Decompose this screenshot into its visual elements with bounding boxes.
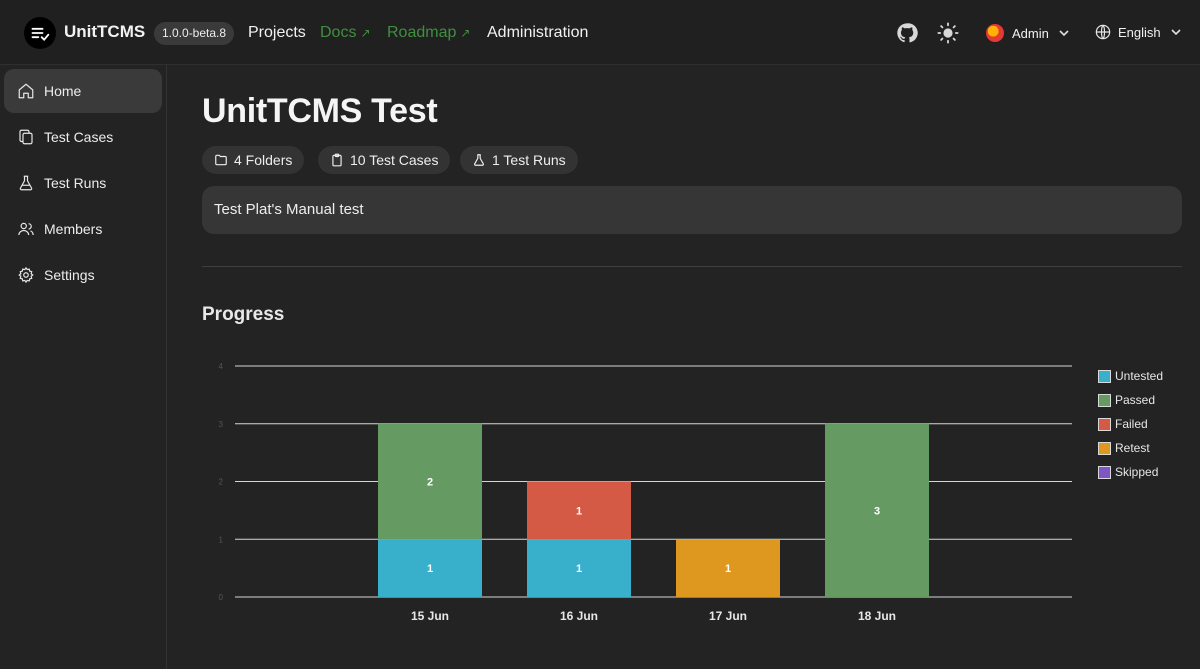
bar-retest <box>676 539 780 597</box>
y-tick-label: 2 <box>219 478 224 487</box>
gear-icon <box>18 266 34 284</box>
language-menu-button[interactable]: English <box>1095 24 1181 40</box>
external-link-icon: ↗ <box>460 26 471 40</box>
flask-icon <box>474 154 484 166</box>
chevron-down-icon <box>1171 29 1181 36</box>
chevron-down-icon <box>1059 30 1069 37</box>
sidebar-item-label: Members <box>44 221 103 237</box>
legend-item-retest[interactable]: Retest <box>1098 436 1163 460</box>
legend-swatch <box>1098 369 1111 383</box>
x-tick-label: 17 Jun <box>709 609 747 623</box>
folders-chip[interactable]: 4 Folders <box>202 146 305 174</box>
progress-title: Progress <box>202 304 285 325</box>
external-link-icon: ↗ <box>360 26 371 40</box>
x-tick-label: 16 Jun <box>560 609 598 623</box>
bar-failed <box>527 481 631 540</box>
theme-toggle-sun-icon[interactable] <box>937 22 959 44</box>
bar-value-label: 1 <box>427 563 433 575</box>
legend-label: Failed <box>1115 417 1148 431</box>
sidebar: Home Test Cases Test Runs Members Settin… <box>0 65 167 669</box>
sidebar-item-settings[interactable]: Settings <box>4 253 162 297</box>
legend-label: Passed <box>1115 393 1156 407</box>
nav-docs-link[interactable]: Docs ↗ <box>320 24 371 42</box>
sidebar-item-home[interactable]: Home <box>4 69 162 113</box>
bar-passed <box>825 423 929 597</box>
globe-icon <box>1095 24 1111 40</box>
nav-administration-link[interactable]: Administration <box>487 24 589 41</box>
legend-label: Skipped <box>1115 465 1159 479</box>
app-name[interactable]: UnitTCMS <box>64 22 146 41</box>
bar-passed <box>378 423 482 540</box>
sidebar-item-test-cases[interactable]: Test Cases <box>4 115 162 159</box>
legend-item-untested[interactable]: Untested <box>1098 364 1163 388</box>
legend-swatch <box>1098 417 1111 431</box>
sidebar-item-label: Test Cases <box>44 129 114 145</box>
legend-label: Retest <box>1115 441 1150 455</box>
bar-untested <box>378 539 482 597</box>
user-name: Admin <box>1012 25 1049 41</box>
bar-value-label: 1 <box>576 563 582 575</box>
legend-item-skipped[interactable]: Skipped <box>1098 460 1163 484</box>
bar-value-label: 1 <box>725 563 731 575</box>
github-icon[interactable] <box>896 22 918 44</box>
legend-label: Untested <box>1115 369 1164 383</box>
bar-value-label: 3 <box>874 505 880 517</box>
sidebar-item-label: Home <box>44 83 82 99</box>
x-tick-label: 15 Jun <box>411 609 449 623</box>
test-cases-count: 10 Test Cases <box>350 152 439 168</box>
app-logo-icon[interactable] <box>24 17 56 49</box>
user-menu-button[interactable]: Admin <box>986 24 1069 42</box>
project-description: Test Plat's Manual test <box>202 186 1182 234</box>
nav-roadmap-label: Roadmap <box>387 24 457 41</box>
page-title: UnitTCMS Test <box>202 92 438 130</box>
nav-docs-label: Docs <box>320 24 357 41</box>
avatar <box>986 24 1004 42</box>
y-tick-label: 4 <box>219 362 224 371</box>
folder-icon <box>215 154 227 166</box>
sidebar-item-label: Test Runs <box>44 175 107 191</box>
legend-swatch <box>1098 393 1111 407</box>
y-tick-label: 0 <box>219 593 224 602</box>
home-icon <box>18 83 34 99</box>
top-header: UnitTCMS 1.0.0-beta.8 Projects Docs ↗ Roa… <box>0 0 1200 65</box>
sidebar-item-members[interactable]: Members <box>4 207 162 251</box>
bar-untested <box>527 539 631 597</box>
test-runs-count: 1 Test Runs <box>492 152 566 168</box>
test-cases-chip[interactable]: 10 Test Cases <box>318 146 451 174</box>
legend-swatch <box>1098 465 1111 479</box>
clipboard-icon <box>332 153 342 167</box>
y-tick-label: 3 <box>219 420 224 429</box>
version-badge: 1.0.0-beta.8 <box>154 22 235 45</box>
language-label: English <box>1118 24 1161 40</box>
legend-swatch <box>1098 441 1111 455</box>
divider <box>202 266 1182 267</box>
legend-item-failed[interactable]: Failed <box>1098 412 1163 436</box>
sidebar-item-test-runs[interactable]: Test Runs <box>4 161 162 205</box>
folders-count: 4 Folders <box>234 152 293 168</box>
nav-projects-link[interactable]: Projects <box>248 24 306 41</box>
users-icon <box>18 222 34 236</box>
legend-item-passed[interactable]: Passed <box>1098 388 1163 412</box>
bar-value-label: 1 <box>576 505 582 517</box>
y-tick-label: 1 <box>219 535 224 544</box>
bar-value-label: 2 <box>427 477 433 489</box>
x-tick-label: 18 Jun <box>858 609 896 623</box>
nav-roadmap-link[interactable]: Roadmap ↗ <box>387 24 470 42</box>
progress-chart: 0 1 2 3 4 1 2 15 Jun 1 1 16 Jun 1 17 Jun 3 18 Jun <box>219 362 1072 623</box>
test-runs-chip[interactable]: 1 Test Runs <box>460 146 578 174</box>
chart-legend: Untested Passed Failed Retest Skipped <box>1098 364 1163 484</box>
sidebar-item-label: Settings <box>44 267 95 283</box>
copy-icon <box>19 129 33 145</box>
flask-icon <box>19 175 33 191</box>
